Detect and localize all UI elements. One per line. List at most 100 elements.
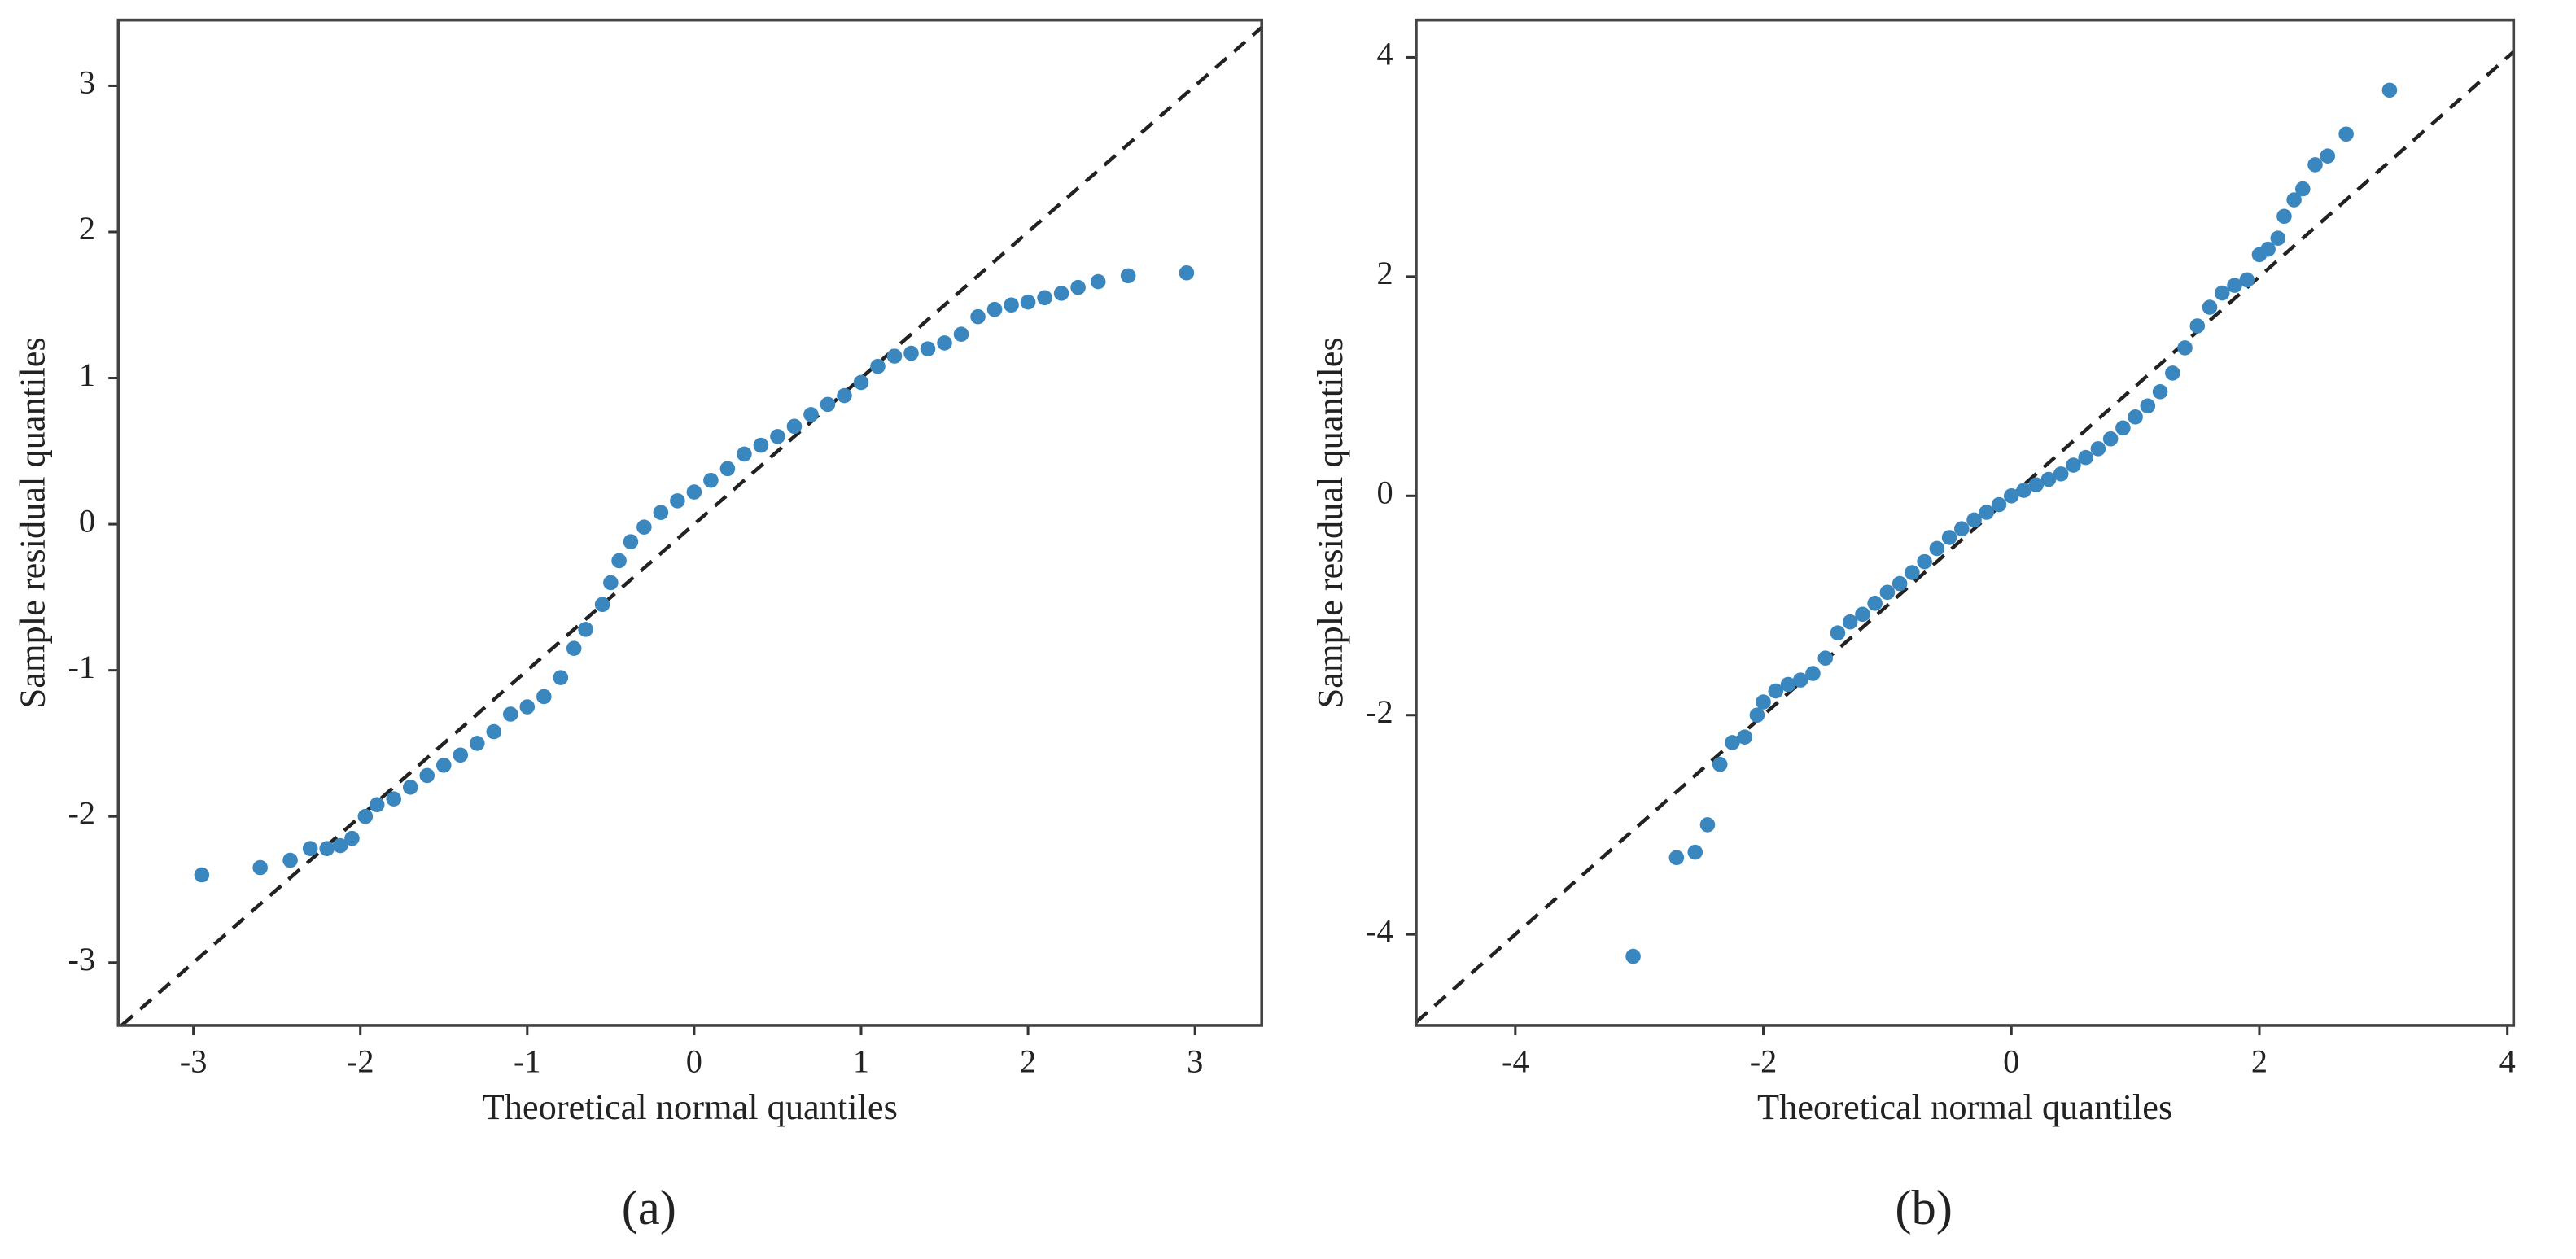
- panel-label: (b): [1895, 1181, 1953, 1235]
- point: [803, 407, 819, 422]
- point: [2202, 299, 2218, 315]
- point: [1768, 683, 1784, 699]
- point: [1817, 650, 1834, 666]
- point: [611, 553, 627, 569]
- plot-frame: [1415, 18, 2516, 1027]
- point: [1954, 521, 1970, 536]
- x-tick-label: 0: [2003, 1043, 2019, 1080]
- y-axis-title: Sample residual quantiles: [1310, 337, 1350, 708]
- point: [566, 640, 582, 656]
- point: [1070, 279, 1086, 295]
- y-tick-label: 1: [79, 356, 95, 393]
- point: [1792, 672, 1808, 688]
- point: [2053, 466, 2069, 482]
- point: [332, 837, 348, 854]
- point: [519, 699, 536, 715]
- point: [2165, 365, 2180, 381]
- point: [2090, 441, 2106, 457]
- x-tick-label: 1: [853, 1043, 869, 1080]
- point: [703, 472, 719, 488]
- point: [402, 780, 418, 795]
- point: [1725, 735, 1740, 750]
- point: [2276, 208, 2292, 225]
- point: [2381, 82, 2398, 98]
- y-tick-label: 3: [79, 64, 95, 101]
- y-tick-label: -2: [1366, 693, 1393, 730]
- point: [1737, 729, 1752, 745]
- point: [986, 301, 1003, 317]
- point: [1090, 273, 1106, 290]
- x-tick-label: 2: [2251, 1043, 2268, 1080]
- point: [2152, 384, 2168, 400]
- point: [1842, 614, 1858, 630]
- point: [2177, 340, 2193, 356]
- point: [1991, 496, 2007, 513]
- panel: -4 -2 0 2 4 -4 -2 0 2 4 Theoretical normal quantil…: [1310, 18, 2516, 1235]
- point: [2320, 148, 2336, 164]
- point: [319, 841, 335, 856]
- plot-frame: [116, 18, 1264, 1027]
- point: [1756, 694, 1771, 710]
- point: [786, 418, 803, 435]
- point: [2214, 285, 2230, 301]
- point: [2270, 230, 2286, 247]
- point: [1053, 286, 1069, 301]
- point: [2016, 483, 2031, 498]
- point: [853, 374, 869, 391]
- reference-line: [1415, 50, 2514, 1024]
- point: [2040, 471, 2057, 487]
- point: [2003, 488, 2019, 504]
- x-axis-title: Theoretical normal quantiles: [1757, 1086, 2172, 1127]
- y-tick-label: 0: [79, 502, 95, 539]
- point: [419, 767, 435, 784]
- point: [369, 797, 385, 813]
- x-tick-label: 2: [1020, 1043, 1036, 1080]
- point: [503, 706, 518, 722]
- point: [903, 345, 919, 361]
- point: [302, 841, 318, 856]
- y-tick-label: -4: [1366, 912, 1393, 949]
- point: [670, 493, 685, 509]
- point: [2066, 457, 2081, 473]
- point: [1805, 666, 1821, 681]
- point: [719, 461, 736, 477]
- point: [2239, 272, 2255, 288]
- point: [886, 348, 903, 364]
- point: [486, 723, 502, 740]
- y-axis-title: Sample residual quantiles: [12, 337, 53, 708]
- point: [1749, 707, 1765, 723]
- point: [1867, 596, 1883, 611]
- point: [357, 808, 374, 824]
- point: [1120, 268, 1136, 284]
- x-tick-label: -2: [347, 1043, 374, 1080]
- y-tick-label: 2: [79, 210, 95, 247]
- point: [1917, 553, 1932, 570]
- point: [194, 867, 210, 883]
- x-tick-label: -4: [1502, 1043, 1529, 1080]
- point: [1929, 540, 1945, 557]
- x-tick-label: 4: [2499, 1043, 2516, 1080]
- x-axis-title: Theoretical normal quantiles: [483, 1086, 898, 1127]
- point: [937, 335, 952, 351]
- point: [770, 429, 785, 444]
- point: [623, 534, 639, 549]
- point: [2128, 409, 2143, 425]
- y-tick-label: -2: [68, 794, 95, 831]
- point: [386, 791, 402, 807]
- point: [2338, 126, 2354, 142]
- point: [435, 758, 452, 773]
- point: [1004, 297, 1019, 313]
- y-tick-label: 4: [1376, 36, 1393, 72]
- point: [2286, 192, 2302, 208]
- point: [344, 830, 360, 846]
- panel: -3 -2 -1 0 1 2 3 -3 -2 -1 0 1 2 3 Theoretical normal q…: [12, 18, 1264, 1235]
- point: [2028, 477, 2045, 493]
- point: [2140, 398, 2156, 414]
- point: [1941, 530, 1957, 545]
- point: [1879, 584, 1896, 601]
- point: [653, 505, 669, 521]
- point: [1855, 606, 1870, 623]
- point: [1037, 290, 1052, 306]
- point: [2078, 449, 2093, 466]
